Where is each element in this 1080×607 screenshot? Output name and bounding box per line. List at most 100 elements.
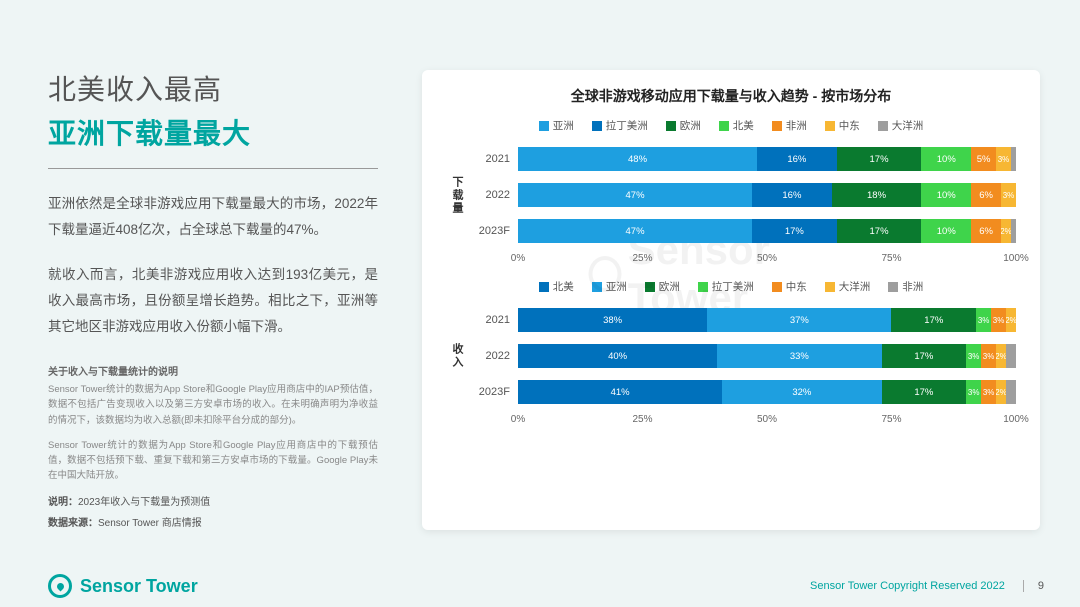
legend-label: 非洲 [786, 118, 807, 133]
row-label: 2021 [468, 314, 518, 326]
bar-segment: 47% [518, 183, 752, 207]
legend-label: 大洋洲 [892, 118, 924, 133]
paragraph-2: 就收入而言，北美非游戏应用收入达到193亿美元，是收入最高市场，且份额呈增长趋势… [48, 262, 378, 339]
chart-row: 202247%16%18%10%6%3% [468, 177, 1016, 213]
bar-segment: 2% [996, 344, 1006, 368]
bar: 41%32%17%3%3%2% [518, 380, 1016, 404]
footer-right: Sensor Tower Copyright Reserved 2022 9 [810, 580, 1044, 592]
notes-heading: 关于收入与下载量统计的说明 [48, 363, 378, 378]
data-source: 数据来源：Sensor Tower 商店情报 [48, 514, 378, 529]
bar-segment: 17% [837, 219, 922, 243]
bar-segment: 2% [1001, 219, 1011, 243]
title-line-2: 亚洲下载量最大 [48, 112, 378, 152]
bar: 47%17%17%10%6%2% [518, 219, 1016, 243]
bar-segment: 47% [518, 219, 752, 243]
title-divider [48, 168, 378, 169]
legend-label: 北美 [553, 279, 574, 294]
bar-segment: 16% [752, 183, 832, 207]
legend-swatch [888, 282, 898, 292]
row-label: 2023F [468, 386, 518, 398]
bar-segment: 5% [971, 147, 996, 171]
axis-tick: 0% [511, 414, 525, 425]
bar-segment: 37% [707, 308, 891, 332]
legend-swatch [772, 282, 782, 292]
bar-segment: 17% [752, 219, 837, 243]
bar-segment: 33% [717, 344, 881, 368]
row-label: 2023F [468, 225, 518, 237]
note-2: Sensor Tower统计的数据为App Store和Google Play应… [48, 438, 378, 484]
chart-row: 2023F41%32%17%3%3%2% [468, 374, 1016, 410]
bar-segment [1011, 147, 1016, 171]
chart-row: 202138%37%17%3%3%2% [468, 302, 1016, 338]
bar-segment: 10% [921, 219, 971, 243]
slide: 北美收入最高 亚洲下载量最大 亚洲依然是全球非游戏应用下载量最大的市场，2022… [0, 0, 1080, 607]
bar-segment: 3% [991, 308, 1006, 332]
legend-swatch [772, 121, 782, 131]
bar-segment: 3% [976, 308, 991, 332]
legend-label: 中东 [786, 279, 807, 294]
paragraph-1: 亚洲依然是全球非游戏应用下载量最大的市场，2022年下载量逼近408亿次，占全球… [48, 191, 378, 242]
legend-label: 拉丁美洲 [712, 279, 754, 294]
legend-label: 大洋洲 [839, 279, 871, 294]
chart-block: 下载量202148%16%17%10%5%3%202247%16%18%10%6… [446, 141, 1016, 249]
bar-segment [1011, 219, 1016, 243]
chart-card: 全球非游戏移动应用下载量与收入趋势 - 按市场分布 Sensor Tower 亚… [422, 70, 1040, 530]
x-axis: 0%25%50%75%100% [518, 253, 1016, 269]
chart-body: Sensor Tower 亚洲拉丁美洲欧洲北美非洲中东大洋洲下载量202148%… [446, 118, 1016, 430]
page-number: 9 [1023, 580, 1044, 592]
legend-swatch [719, 121, 729, 131]
chart-title: 全球非游戏移动应用下载量与收入趋势 - 按市场分布 [446, 86, 1016, 106]
bar-segment: 17% [882, 344, 967, 368]
bar-segment: 32% [722, 380, 881, 404]
axis-tick: 50% [757, 414, 777, 425]
bar-segment [1006, 380, 1016, 404]
axis-tick: 25% [632, 253, 652, 264]
legend-label: 亚洲 [606, 279, 627, 294]
footer: Sensor Tower Sensor Tower Copyright Rese… [0, 565, 1080, 607]
legend-item: 中东 [825, 118, 860, 133]
legend-label: 中东 [839, 118, 860, 133]
block-axis-label: 收入 [446, 302, 468, 410]
axis-tick: 75% [881, 253, 901, 264]
legend-item: 欧洲 [645, 279, 680, 294]
note-1: Sensor Tower统计的数据为App Store和Google Play应… [48, 382, 378, 428]
legend: 北美 亚洲 欧洲 拉丁美洲 中东 大洋洲 非洲 [446, 279, 1016, 294]
bar-segment: 17% [837, 147, 922, 171]
legend-label: 拉丁美洲 [606, 118, 648, 133]
bar-segment: 48% [518, 147, 757, 171]
bar-segment: 17% [891, 308, 976, 332]
row-label: 2022 [468, 189, 518, 201]
bar-segment: 10% [921, 183, 971, 207]
bar-segment: 3% [966, 380, 981, 404]
legend-item: 非洲 [772, 118, 807, 133]
bar-segment: 3% [1001, 183, 1016, 207]
legend-item: 亚洲 [539, 118, 574, 133]
chart-row: 202240%33%17%3%3%2% [468, 338, 1016, 374]
bar-segment: 3% [981, 344, 996, 368]
chart-row: 2023F47%17%17%10%6%2% [468, 213, 1016, 249]
legend-swatch [666, 121, 676, 131]
logo: Sensor Tower [48, 574, 198, 598]
bar-segment: 16% [757, 147, 837, 171]
legend-item: 亚洲 [592, 279, 627, 294]
logo-icon [48, 574, 72, 598]
bar-segment: 18% [832, 183, 922, 207]
row-label: 2022 [468, 350, 518, 362]
forecast-note: 说明：2023年收入与下载量为预测值 [48, 493, 378, 508]
axis-tick: 100% [1003, 414, 1029, 425]
chart-row: 202148%16%17%10%5%3% [468, 141, 1016, 177]
legend: 亚洲拉丁美洲欧洲北美非洲中东大洋洲 [446, 118, 1016, 133]
bar-segment: 10% [921, 147, 971, 171]
bar-segment: 2% [1006, 308, 1016, 332]
bar-segment: 38% [518, 308, 707, 332]
legend-label: 北美 [733, 118, 754, 133]
legend-item: 大洋洲 [878, 118, 924, 133]
left-column: 北美收入最高 亚洲下载量最大 亚洲依然是全球非游戏应用下载量最大的市场，2022… [48, 68, 378, 529]
legend-item: 拉丁美洲 [592, 118, 648, 133]
legend-swatch [698, 282, 708, 292]
bar: 40%33%17%3%3%2% [518, 344, 1016, 368]
axis-tick: 75% [881, 414, 901, 425]
legend-item: 非洲 [888, 279, 923, 294]
bar: 48%16%17%10%5%3% [518, 147, 1016, 171]
axis-tick: 100% [1003, 253, 1029, 264]
